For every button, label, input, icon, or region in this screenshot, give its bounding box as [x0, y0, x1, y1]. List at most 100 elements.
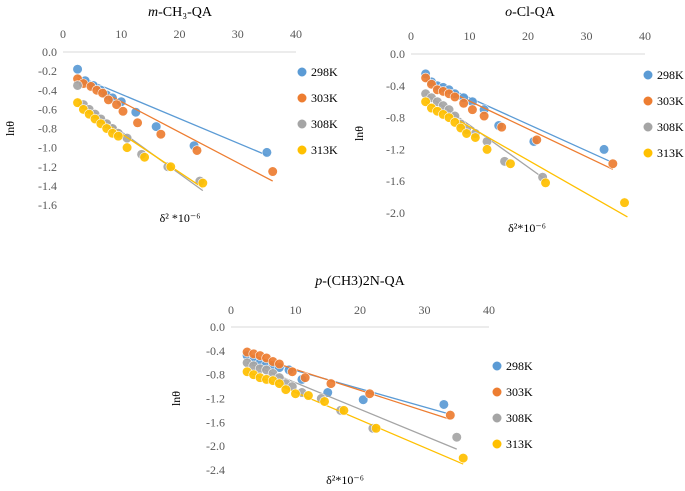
- data-point: [540, 177, 551, 188]
- x-tick-label: 0: [408, 29, 414, 43]
- x-tick-label: 20: [354, 303, 366, 317]
- legend-label: 313K: [506, 437, 533, 451]
- data-point: [420, 96, 431, 107]
- data-point: [72, 64, 83, 75]
- data-point: [607, 158, 618, 169]
- y-tick-label: -0.8: [38, 122, 57, 136]
- y-tick-label: -0.2: [38, 64, 57, 78]
- chart-title-rest: -(CH3)2N-QA: [322, 274, 405, 289]
- legend-marker: [642, 147, 654, 159]
- data-point: [132, 117, 143, 128]
- data-point: [371, 423, 382, 434]
- legend-label: 313K: [657, 146, 684, 160]
- data-point: [197, 177, 208, 189]
- legend-label: 298K: [506, 359, 533, 373]
- x-tick-label: 40: [639, 29, 651, 43]
- legend-marker: [491, 412, 503, 424]
- data-point: [191, 145, 203, 156]
- chart-title: m-CH₃-QA: [148, 5, 213, 20]
- data-point: [151, 121, 162, 132]
- data-point: [155, 129, 166, 140]
- data-point: [117, 106, 129, 117]
- y-tick-label: 0.0: [42, 45, 57, 59]
- data-point: [325, 378, 337, 389]
- data-point: [290, 388, 301, 399]
- data-point: [438, 399, 449, 410]
- data-point: [364, 388, 375, 399]
- x-tick-label: 10: [464, 29, 476, 43]
- series-308K: [242, 357, 462, 450]
- y-axis-label: lnθ: [3, 121, 17, 136]
- legend-label: 303K: [311, 91, 338, 105]
- y-tick-label: -2.0: [206, 439, 225, 453]
- chart-title-prefix: p: [314, 274, 322, 289]
- data-point: [451, 432, 462, 443]
- y-tick-label: 0.0: [210, 320, 225, 334]
- data-point: [481, 144, 493, 155]
- y-tick-label: -1.6: [38, 198, 57, 212]
- x-tick-label: 30: [419, 303, 431, 317]
- y-tick-label: -1.2: [206, 392, 225, 406]
- y-tick-label: -0.4: [206, 344, 225, 358]
- series-298K: [72, 64, 272, 158]
- data-point: [496, 122, 507, 133]
- y-tick-label: -2.4: [206, 463, 225, 477]
- data-point: [479, 110, 490, 122]
- data-point: [338, 405, 349, 416]
- x-tick-label: 10: [115, 27, 127, 41]
- chart-title: o-Cl-QA: [505, 5, 556, 20]
- y-tick-label: -1.6: [206, 415, 225, 429]
- data-point: [470, 132, 481, 143]
- data-point: [319, 396, 330, 407]
- x-tick-label: 0: [228, 303, 234, 317]
- legend-marker: [296, 92, 308, 104]
- data-point: [619, 197, 630, 208]
- legend-label: 303K: [657, 94, 684, 108]
- data-point: [598, 144, 610, 155]
- data-point: [420, 72, 431, 83]
- data-point: [467, 104, 478, 115]
- chart-title-prefix: m: [148, 5, 158, 20]
- trendline: [77, 75, 268, 156]
- legend-label: 308K: [506, 411, 533, 425]
- y-tick-label: -1.6: [386, 174, 405, 188]
- legend-label: 308K: [657, 120, 684, 134]
- x-tick-label: 30: [581, 29, 593, 43]
- data-point: [531, 134, 542, 145]
- data-point: [72, 80, 83, 91]
- y-axis-label: lnθ: [352, 126, 366, 141]
- x-tick-label: 40: [483, 303, 495, 317]
- data-point: [458, 98, 469, 109]
- series-313K: [420, 96, 630, 218]
- chart-title: p-(CH3)2N-QA: [314, 274, 405, 289]
- y-tick-label: -0.8: [386, 111, 405, 125]
- data-point: [280, 384, 291, 395]
- data-point: [261, 147, 272, 158]
- y-tick-label: -1.0: [38, 141, 57, 155]
- x-axis-label: δ²*10⁻⁶: [508, 221, 546, 235]
- chart-title-rest: -Cl-QA: [512, 5, 556, 20]
- data-point: [113, 131, 124, 142]
- chart-title-prefix: o: [505, 5, 512, 20]
- legend-marker: [491, 360, 503, 372]
- legend-marker: [642, 121, 654, 133]
- series-303K: [242, 346, 456, 421]
- legend-label: 303K: [506, 385, 533, 399]
- legend-label: 298K: [657, 68, 684, 82]
- data-point: [300, 372, 311, 383]
- data-point: [287, 366, 298, 377]
- y-tick-label: -0.6: [38, 102, 57, 116]
- x-tick-label: 0: [60, 27, 66, 41]
- data-point: [267, 166, 278, 177]
- data-point: [303, 390, 314, 401]
- x-tick-label: 40: [290, 27, 302, 41]
- chart-3: p-(CH3)2N-QA 0 10 20 30 40 0.0 -0.4 -0.8 -1.2 -1.6…: [169, 274, 533, 487]
- legend-marker: [491, 386, 503, 398]
- data-point: [445, 410, 456, 421]
- data-point: [111, 99, 122, 110]
- y-tick-label: -0.4: [386, 79, 405, 93]
- legend-marker: [296, 118, 308, 130]
- x-axis-label: δ² *10⁻⁶: [160, 211, 201, 225]
- y-tick-label: -0.8: [206, 368, 225, 382]
- data-point: [274, 358, 285, 370]
